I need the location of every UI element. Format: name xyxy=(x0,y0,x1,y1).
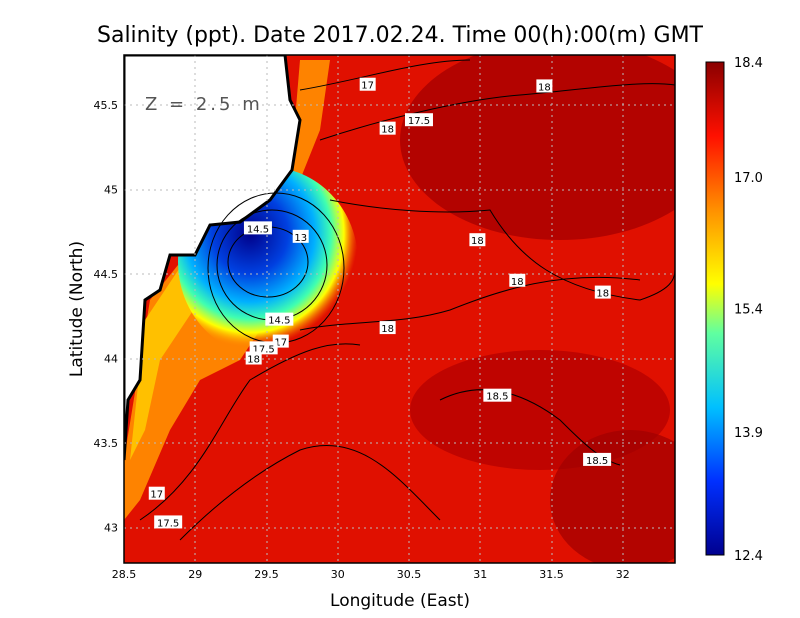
contour-label: 18 xyxy=(381,125,394,136)
x-tick-label: 31.5 xyxy=(539,568,564,581)
x-tick-label: 29.5 xyxy=(254,568,279,581)
contour-label: 14.5 xyxy=(247,224,269,235)
x-axis-label: Longitude (East) xyxy=(330,591,470,611)
contour-label-box xyxy=(469,233,486,247)
colorbar-tick-label: 12.4 xyxy=(734,549,763,564)
contour-label: 17.5 xyxy=(157,518,179,529)
y-tick-label: 45 xyxy=(104,184,118,197)
contour-label: 17.5 xyxy=(253,344,275,355)
contour-label: 18 xyxy=(511,277,524,288)
grid xyxy=(124,55,675,563)
y-tick-label: 43 xyxy=(104,522,118,535)
contour-label-box xyxy=(292,229,309,243)
contour-label-box xyxy=(265,312,294,326)
contour-label: 18 xyxy=(381,324,394,335)
contour-label: 13 xyxy=(294,233,307,244)
contour-label: 17 xyxy=(361,81,374,92)
contour-label-box xyxy=(583,452,612,466)
x-tick-label: 30.5 xyxy=(397,568,422,581)
contour-label-box xyxy=(245,351,262,365)
land xyxy=(124,55,302,461)
y-tick-label: 43.5 xyxy=(94,437,119,450)
chart-title: Salinity (ppt). Date 2017.02.24. Time 00… xyxy=(97,23,704,48)
contour-label-box xyxy=(249,341,278,355)
contour-label: 17 xyxy=(274,338,287,349)
contour-label-box xyxy=(509,273,526,287)
plot-frame xyxy=(123,54,676,564)
contour-label: 18.5 xyxy=(486,392,508,403)
high-salinity-zone xyxy=(550,430,675,563)
contour-label: 18 xyxy=(471,236,484,247)
contour-label-box xyxy=(359,77,376,91)
colorbar-tick-label: 13.9 xyxy=(734,426,763,441)
colorbar-tick-label: 17.0 xyxy=(734,171,763,186)
colorbar-tick-label: 15.4 xyxy=(734,303,763,318)
contour-label-box xyxy=(154,515,183,529)
x-tick-label: 32 xyxy=(616,568,630,581)
high-salinity-zone xyxy=(400,55,675,240)
contour-label: 18 xyxy=(596,289,609,300)
contour-label-box xyxy=(536,79,553,93)
contour-label: 18 xyxy=(247,355,260,366)
y-tick-label: 45.5 xyxy=(94,99,119,112)
contour-label-box xyxy=(148,486,165,500)
contour-label-box xyxy=(594,285,611,299)
x-tick-label: 30 xyxy=(331,568,345,581)
y-tick-label: 44.5 xyxy=(94,268,119,281)
colorbar xyxy=(705,61,725,556)
contour-label-box xyxy=(404,113,433,127)
y-tick-label: 44 xyxy=(104,353,118,366)
colorbar-tick-label: 18.4 xyxy=(734,56,763,71)
x-tick-label: 29 xyxy=(188,568,202,581)
contour-label-box xyxy=(379,121,396,135)
contour-label: 17.5 xyxy=(408,116,430,127)
contour-label-box xyxy=(483,388,512,402)
contour-label: 14.5 xyxy=(268,316,290,327)
contour-label: 18 xyxy=(538,82,551,93)
depth-label: Z = 2.5 m xyxy=(145,94,263,115)
contour-label-box xyxy=(379,321,396,335)
contour-label: 17 xyxy=(150,490,163,501)
x-tick-label: 31 xyxy=(473,568,487,581)
y-axis-label: Latitude (North) xyxy=(67,241,87,377)
x-tick-label: 28.5 xyxy=(112,568,137,581)
contour-label: 18.5 xyxy=(586,456,608,467)
contour-label-box xyxy=(243,221,272,235)
